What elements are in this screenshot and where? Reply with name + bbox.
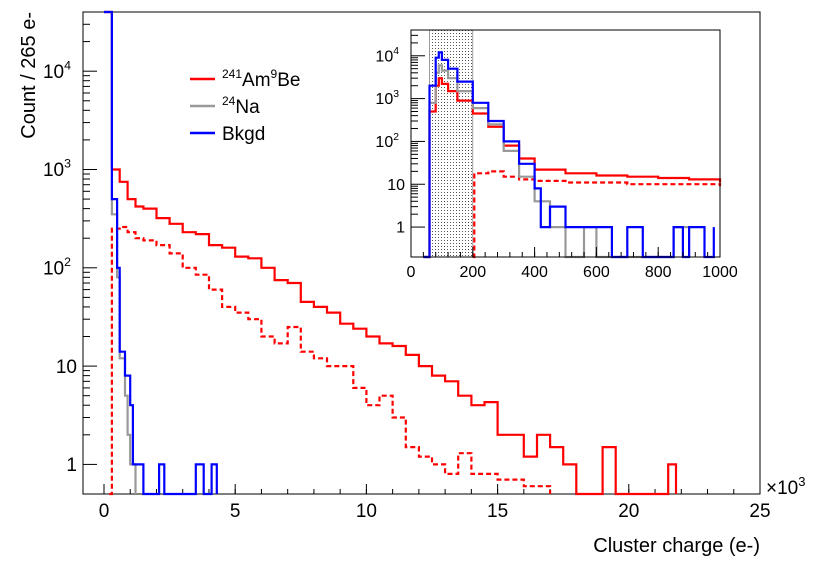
- main-xtick-label: 20: [618, 501, 639, 522]
- main-xtick-label: 10: [356, 501, 377, 522]
- main-series-ambe-solid: [104, 10, 678, 496]
- main-series-bkgd-solid: [104, 10, 218, 496]
- legend: 241Am9Be 24Na Bkgd: [190, 67, 300, 145]
- inset-series-group: [423, 51, 722, 259]
- main-series-group: [104, 10, 678, 496]
- inset-ytick-label: 104: [375, 46, 399, 65]
- inset-ytick-label: 103: [375, 89, 399, 108]
- legend-label-bkgd: Bkgd: [222, 124, 265, 145]
- main-ytick-label: 102: [43, 255, 71, 280]
- legend-label-na24: 24Na: [222, 94, 260, 118]
- main-plot-frame: [82, 11, 761, 495]
- x-axis-label: Cluster charge (e-): [593, 535, 760, 557]
- main-xtick-label: 5: [230, 501, 241, 522]
- inset-xtick-label: 600: [583, 264, 610, 281]
- main-series-na24-solid: [104, 10, 137, 494]
- x-multiplier: ×103: [766, 474, 805, 499]
- inset-ytick-label: 10: [387, 177, 405, 194]
- inset-ytick-label: 1: [396, 220, 405, 237]
- main-ytick-label: 104: [43, 58, 71, 83]
- x-multiplier-exponent: 3: [798, 474, 805, 489]
- inset-xtick-label: 800: [645, 264, 672, 281]
- legend-label-ambe: 241Am9Be: [222, 67, 300, 91]
- y-axis-label: Count / 265 e-: [18, 12, 40, 139]
- svg-text:×103: ×103: [766, 474, 805, 499]
- inset-xtick-label: 200: [459, 264, 486, 281]
- inset-xtick-label: 400: [521, 264, 548, 281]
- inset-ytick-label: 102: [375, 132, 399, 151]
- inset-axis-ticks: 0 200 400 600 800 1000 1 10 102 103 104: [375, 29, 738, 281]
- inset-series-bkgd-solid: [423, 51, 715, 259]
- inset-xtick-label: 1000: [702, 264, 738, 281]
- main-series-ambe-dashed: [109, 225, 552, 496]
- main-ytick-label: 103: [43, 157, 71, 182]
- x-multiplier-base: ×10: [766, 478, 798, 499]
- main-xtick-label: 15: [487, 501, 508, 522]
- inset-xtick-label: 0: [407, 264, 416, 281]
- main-xtick-label: 25: [749, 501, 770, 522]
- main-ytick-label: 10: [56, 357, 77, 378]
- main-ytick-label: 1: [66, 455, 77, 476]
- main-xtick-label: 0: [99, 501, 110, 522]
